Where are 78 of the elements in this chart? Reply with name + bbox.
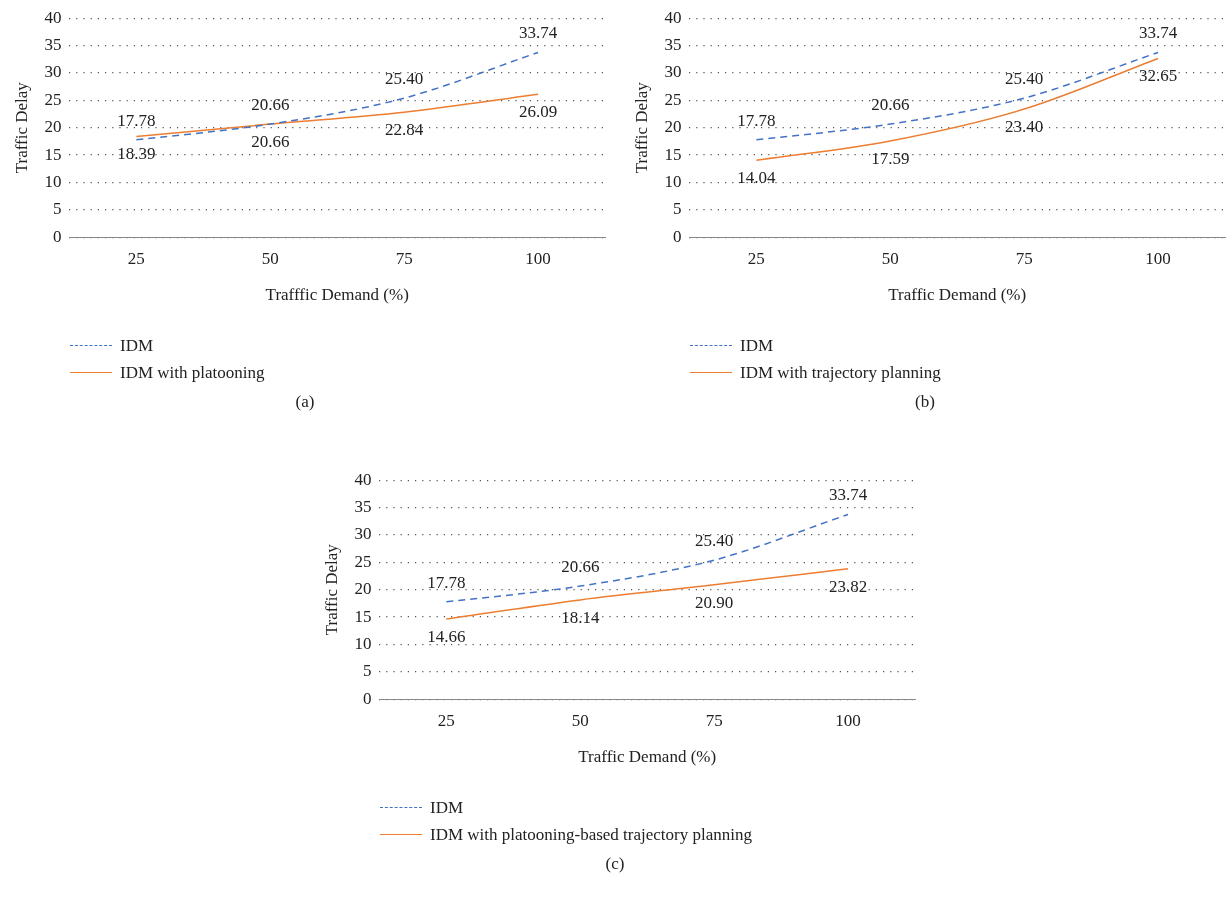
data-label: 20.66 <box>251 132 290 152</box>
data-label: 32.65 <box>1138 66 1178 86</box>
data-label: 17.78 <box>117 110 156 130</box>
data-label: 33.74 <box>1138 23 1178 43</box>
x-tick-label: 100 <box>1145 248 1171 268</box>
y-tick-label: 10 <box>44 171 62 191</box>
data-label: 23.40 <box>1005 117 1044 137</box>
y-tick-label: 25 <box>664 89 682 109</box>
x-tick-label: 50 <box>261 248 279 268</box>
y-tick-label: 35 <box>354 497 372 517</box>
y-tick-label: 0 <box>52 226 62 246</box>
y-tick-label: 5 <box>672 199 682 219</box>
data-label: 25.40 <box>695 531 734 551</box>
data-label: 33.74 <box>828 485 868 505</box>
legend-label: IDM with platooning-based trajectory planning <box>430 824 752 845</box>
x-tick-label: 25 <box>437 710 455 730</box>
x-axis-title: Trafffic Demand (%) <box>265 285 409 305</box>
data-label: 33.74 <box>518 23 558 43</box>
data-label: 17.78 <box>737 110 776 130</box>
y-tick-label: 40 <box>664 7 682 27</box>
data-label: 20.66 <box>251 95 290 115</box>
x-tick-label: 25 <box>127 248 145 268</box>
y-tick-label: 15 <box>354 606 372 626</box>
data-label: 17.78 <box>427 572 466 592</box>
x-axis-title: Traffic Demand (%) <box>888 285 1027 305</box>
x-axis-title: Traffic Demand (%) <box>578 747 717 767</box>
y-tick-label: 0 <box>672 226 682 246</box>
data-label: 26.09 <box>518 102 558 122</box>
text: (b) <box>914 392 936 412</box>
y-tick-label: 30 <box>44 62 62 82</box>
y-tick-label: 5 <box>52 199 62 219</box>
y-tick-label: 15 <box>664 144 682 164</box>
y-axis-title: Traffic Delay <box>11 81 31 174</box>
y-tick-label: 25 <box>44 89 62 109</box>
y-tick-label: 10 <box>664 171 682 191</box>
text: (c) <box>604 854 626 874</box>
data-label: 17.59 <box>871 148 910 168</box>
y-tick-label: 0 <box>362 688 372 708</box>
legend-label: IDM <box>430 797 464 818</box>
y-tick-label: 35 <box>44 35 62 55</box>
legend-label: IDM with platooning <box>120 362 265 383</box>
text: (a) <box>294 392 316 412</box>
y-tick-label: 35 <box>664 35 682 55</box>
data-label: 18.14 <box>561 607 600 627</box>
y-tick-label: 25 <box>354 551 372 571</box>
data-label: 25.40 <box>1005 69 1044 89</box>
y-tick-label: 20 <box>354 579 372 599</box>
x-tick-label: 75 <box>395 248 413 268</box>
x-tick-label: 25 <box>747 248 765 268</box>
data-label: 20.90 <box>695 592 734 612</box>
y-tick-label: 15 <box>44 144 62 164</box>
legend-label: IDM with trajectory planning <box>740 362 941 383</box>
y-axis-title: Traffic Delay <box>631 81 651 174</box>
data-label: 22.84 <box>385 120 424 140</box>
data-label: 20.66 <box>871 95 910 115</box>
data-label: 25.40 <box>385 69 424 89</box>
data-label: 18.39 <box>117 144 156 164</box>
y-tick-label: 20 <box>44 117 62 137</box>
y-tick-label: 30 <box>354 524 372 544</box>
y-tick-label: 5 <box>362 661 372 681</box>
x-tick-label: 75 <box>705 710 723 730</box>
data-label: 14.04 <box>737 168 776 188</box>
legend-label: IDM <box>120 335 154 356</box>
y-tick-label: 10 <box>354 633 372 653</box>
y-axis-title: Traffic Delay <box>321 543 341 636</box>
data-label: 23.82 <box>828 576 868 596</box>
x-tick-label: 50 <box>571 710 589 730</box>
y-tick-label: 20 <box>664 117 682 137</box>
y-tick-label: 30 <box>664 62 682 82</box>
y-tick-label: 40 <box>354 469 372 489</box>
x-tick-label: 100 <box>835 710 861 730</box>
x-tick-label: 100 <box>525 248 551 268</box>
x-tick-label: 75 <box>1015 248 1033 268</box>
x-tick-label: 50 <box>881 248 899 268</box>
y-tick-label: 40 <box>44 7 62 27</box>
data-label: 14.66 <box>427 626 466 646</box>
legend-label: IDM <box>740 335 774 356</box>
data-label: 20.66 <box>561 557 600 577</box>
